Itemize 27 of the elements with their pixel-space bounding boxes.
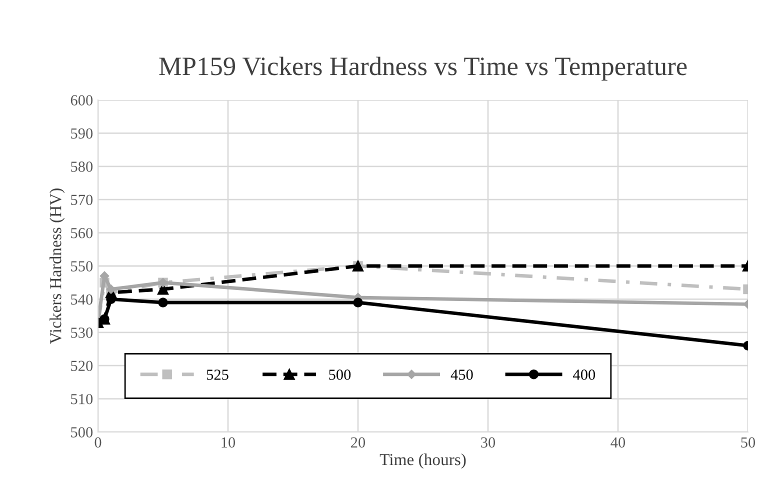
- x-tick-label: 0: [94, 437, 102, 448]
- y-tick-label: 560: [71, 228, 93, 238]
- y-axis-title: Vickers Hardness (HV): [50, 188, 65, 344]
- y-tick-label: 520: [71, 360, 93, 372]
- y-tick-label: 600: [70, 95, 93, 106]
- y-tick-label: 540: [71, 294, 93, 305]
- point: [353, 298, 363, 308]
- x-tick-label: 10: [222, 437, 236, 448]
- y-tick-label: 550: [71, 261, 93, 272]
- y-tick-label: 570: [71, 194, 93, 206]
- y-tick-label: 510: [71, 394, 93, 404]
- x-tick-label: 50: [741, 437, 756, 448]
- x-axis-title: Time (hours): [380, 453, 466, 469]
- y-tick-label: 590: [71, 128, 93, 139]
- x-tick-label: 40: [610, 437, 626, 448]
- legend-label: 500: [329, 370, 351, 380]
- y-tick-label: 500: [71, 427, 93, 438]
- legend-label: 525: [206, 370, 228, 380]
- y-tick-label: 530: [71, 328, 93, 338]
- point: [106, 284, 116, 294]
- x-tick-label: 20: [351, 437, 366, 448]
- legend-label: 400: [573, 370, 596, 380]
- y-tick-label: 580: [71, 162, 93, 172]
- point: [158, 298, 168, 308]
- legend-label: 450: [450, 370, 473, 380]
- chart-title: MP159 Vickers Hardness vs Time vs Temperature: [159, 56, 687, 81]
- x-tick-label: 30: [481, 437, 496, 448]
